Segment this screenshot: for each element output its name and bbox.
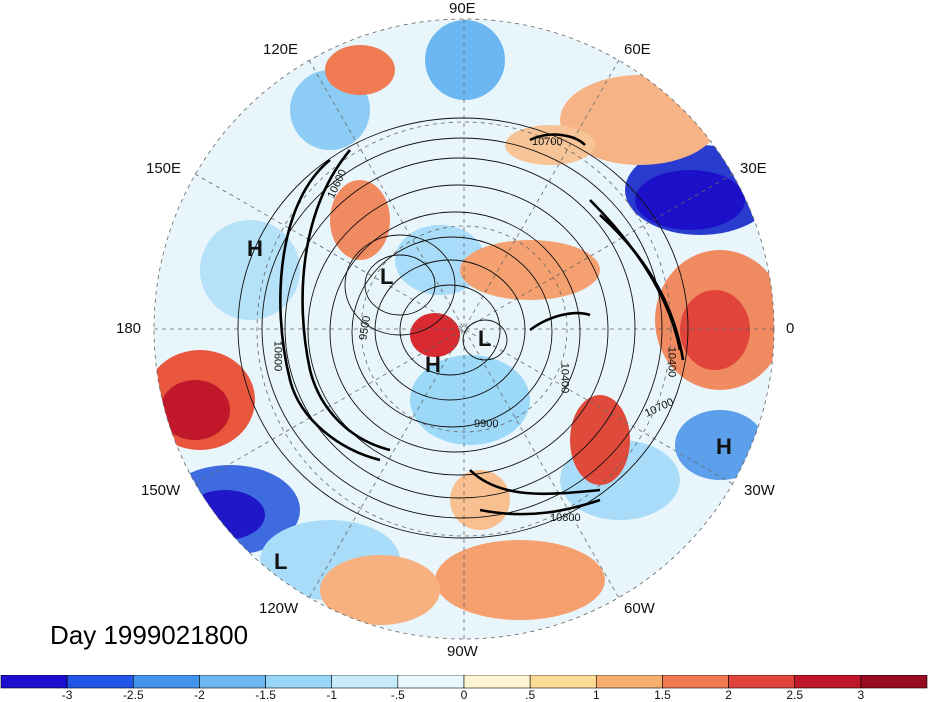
colorbar-swatch <box>662 675 729 689</box>
lon-label-150e: 150E <box>146 160 182 177</box>
colorbar-swatch <box>397 675 465 689</box>
lon-label-60e: 60E <box>624 41 651 58</box>
colorbar-swatch <box>794 675 862 689</box>
colorbar-swatch <box>463 675 531 689</box>
high-pressure-marker: H <box>247 236 263 261</box>
colorbar-tick-label: 0 <box>460 688 468 702</box>
contour-label: 10700 <box>532 136 563 148</box>
jet-contours <box>279 133 685 516</box>
colorbar-tick-label: 2.5 <box>786 688 804 702</box>
low-pressure-marker: L <box>478 326 492 351</box>
colorbar-tick-label: 2 <box>725 688 732 702</box>
lon-label-90w: 90W <box>447 643 478 660</box>
contour-label: 10400 <box>665 346 678 378</box>
lon-label-60w: 60W <box>624 600 655 617</box>
colorbar-swatch <box>0 675 68 689</box>
lon-label-120e: 120E <box>263 41 299 58</box>
low-pressure-marker: L <box>274 549 288 574</box>
colorbar-swatch <box>199 675 266 689</box>
anomaly-shading <box>154 19 774 639</box>
low-pressure-marker: L <box>380 264 394 289</box>
colorbar-swatch <box>595 675 663 689</box>
graticule <box>153 18 775 640</box>
colorbar <box>0 675 928 689</box>
colorbar-swatch <box>728 675 796 689</box>
colorbar-tick-label: .5 <box>525 688 536 702</box>
colorbar-tick-label: -1 <box>326 688 338 702</box>
colorbar-swatch <box>132 675 200 689</box>
lon-label-30e: 30E <box>740 160 767 177</box>
contour-label: 10600 <box>271 340 284 372</box>
colorbar-swatch <box>860 675 928 689</box>
lon-label-120w: 120W <box>259 600 299 617</box>
colorbar-swatch <box>331 675 399 689</box>
colorbar-tick-label: 1 <box>592 688 600 702</box>
lon-label-180: 180 <box>116 320 142 337</box>
colorbar-swatch <box>529 675 597 689</box>
colorbar-swatch <box>265 675 333 689</box>
lon-label-150w: 150W <box>141 482 181 499</box>
contour-label: 9900 <box>474 418 499 430</box>
high-pressure-marker: H <box>425 352 441 377</box>
contour-label: 10800 <box>550 512 581 524</box>
colorbar-tick-label: -2 <box>194 688 205 702</box>
lon-label-0: 0 <box>786 320 795 337</box>
contour-label: 10400 <box>558 362 571 394</box>
colorbar-tick-label: -3 <box>61 688 73 702</box>
lon-label-90e: 90E <box>449 0 476 17</box>
colorbar-tick-label: -1.5 <box>255 688 276 702</box>
colorbar-tick-label: -2.5 <box>122 688 144 702</box>
lon-label-30w: 30W <box>744 482 775 499</box>
colorbar-tick-label: -.5 <box>390 688 405 702</box>
height-contours <box>237 117 689 539</box>
colorbar-swatch <box>66 675 134 689</box>
colorbar-tick-label: 3 <box>857 688 865 702</box>
timestamp-label: Day 1999021800 <box>50 620 249 650</box>
colorbar-tick-label: 1.5 <box>654 688 671 702</box>
high-pressure-marker: H <box>716 434 732 459</box>
